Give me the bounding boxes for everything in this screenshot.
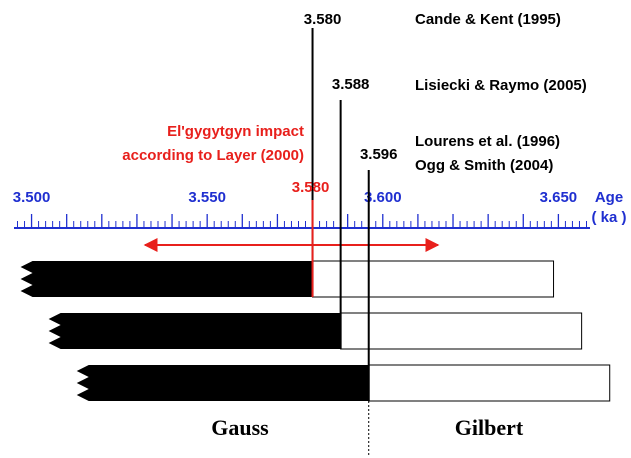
source-label: Ogg & Smith (2004) <box>415 157 553 174</box>
source-label: Lisiecki & Raymo (2005) <box>415 77 587 94</box>
tick-label: 3.650 <box>540 189 578 206</box>
tick-label: 3.500 <box>13 189 51 206</box>
source-label: Lourens et al. (1996) <box>415 133 560 150</box>
normal-polarity <box>368 364 611 402</box>
chron-name: Gauss <box>211 415 269 440</box>
impact-label: according to Layer (2000) <box>122 147 304 164</box>
reverse-polarity <box>20 261 313 297</box>
axis-label: Age <box>595 189 623 206</box>
normal-polarity <box>340 312 583 350</box>
boundary-label: 3.596 <box>360 146 398 163</box>
tick-label: 3.550 <box>188 189 226 206</box>
chron-name: Gilbert <box>455 415 524 440</box>
boundary-label: 3.580 <box>304 11 342 28</box>
reverse-polarity <box>76 365 369 401</box>
impact-label: El'gygytgyn impact <box>167 123 304 140</box>
source-label: Cande & Kent (1995) <box>415 11 561 28</box>
reverse-polarity <box>48 313 341 349</box>
axis-unit: ( ka ) <box>591 209 626 226</box>
normal-polarity <box>312 260 555 298</box>
tick-label: 3.600 <box>364 189 402 206</box>
impact-value: 3.580 <box>292 179 330 196</box>
boundary-label: 3.588 <box>332 76 370 93</box>
